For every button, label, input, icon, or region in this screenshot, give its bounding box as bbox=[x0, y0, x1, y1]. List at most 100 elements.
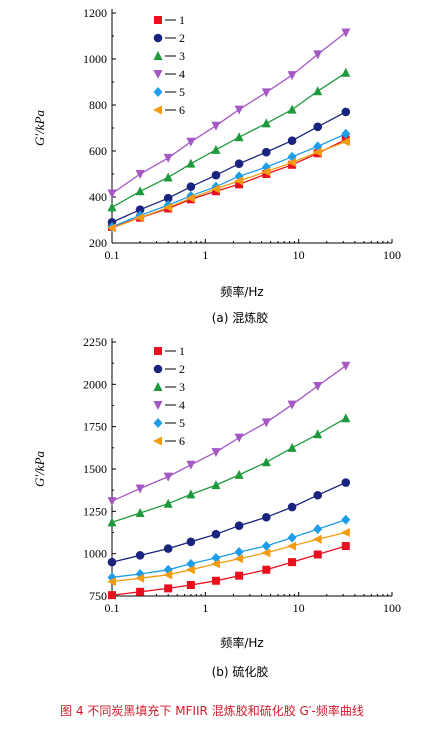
legend-label-6: 6 bbox=[179, 434, 185, 448]
x-tick-label: 0.1 bbox=[105, 601, 120, 615]
series-4-point bbox=[287, 400, 297, 410]
series-5-point bbox=[341, 514, 351, 525]
series-5-point bbox=[341, 128, 351, 139]
series-2-line bbox=[111, 111, 347, 223]
series-3-point bbox=[163, 498, 173, 508]
series-3-point bbox=[135, 508, 145, 518]
series-4-point bbox=[211, 448, 221, 458]
x-tick-label: 1 bbox=[202, 601, 208, 615]
x-axis-label: 频率/Hz bbox=[220, 635, 263, 650]
series-6-point bbox=[234, 554, 244, 564]
series-1-point bbox=[136, 587, 145, 596]
series-4-point bbox=[186, 460, 196, 470]
series-1-line bbox=[111, 138, 347, 228]
series-6-line bbox=[111, 531, 346, 583]
legend-label-2: 2 bbox=[179, 362, 185, 376]
chart-subtitle: (b) 硫化胶 bbox=[212, 664, 269, 679]
series-3-point bbox=[313, 429, 323, 439]
series-2-point bbox=[313, 490, 323, 500]
series-5-line bbox=[111, 133, 347, 228]
x-tick-label: 100 bbox=[383, 601, 401, 615]
y-tick-label: 200 bbox=[89, 236, 107, 250]
y-tick-label: 2250 bbox=[83, 335, 107, 349]
series-3-point bbox=[186, 158, 196, 168]
y-tick-label: 1000 bbox=[83, 52, 107, 66]
series-1-point bbox=[108, 591, 116, 600]
series-6-point bbox=[135, 573, 145, 583]
x-tick-label: 1 bbox=[202, 248, 208, 262]
series-3-point bbox=[135, 186, 145, 196]
legend-marker-1 bbox=[154, 347, 162, 355]
series-4-point bbox=[211, 121, 221, 131]
series-3-point bbox=[211, 144, 221, 154]
series-5-point bbox=[261, 541, 271, 552]
legend-label-5: 5 bbox=[179, 85, 185, 99]
series-1-point bbox=[313, 550, 322, 559]
legend-marker-2 bbox=[153, 364, 163, 374]
series-3-point bbox=[261, 457, 271, 467]
series-2-point bbox=[234, 159, 244, 168]
series-1-point bbox=[235, 571, 244, 580]
chart-b: 750 1000 1250 1500 1750 2000 2250 0.1 1 10 100 频率/H… bbox=[32, 335, 401, 679]
legend-marker-3 bbox=[153, 51, 163, 60]
series-2-point bbox=[163, 544, 173, 553]
y-tick-label: 2000 bbox=[83, 377, 107, 391]
series-3-point bbox=[341, 67, 351, 77]
series-2-point bbox=[135, 205, 145, 214]
series-2-point bbox=[107, 557, 117, 567]
chart-a: 200 400 600 800 1000 1200 0.1 1 10 100 频率/Hz G′/kPa… bbox=[32, 6, 401, 325]
series-6-point bbox=[234, 176, 244, 186]
series-2-point bbox=[135, 551, 145, 560]
series-4-point bbox=[163, 153, 173, 163]
legend-marker-2 bbox=[153, 33, 163, 43]
legend-marker-4 bbox=[153, 401, 163, 410]
series-2-point bbox=[287, 136, 297, 145]
series-5-point bbox=[287, 532, 297, 543]
legend-label-2: 2 bbox=[179, 31, 185, 45]
series-1-line bbox=[111, 545, 346, 596]
series-3-point bbox=[234, 469, 244, 479]
series-4-point bbox=[261, 88, 271, 98]
legend-marker-5 bbox=[153, 418, 163, 428]
series-2-point bbox=[211, 529, 221, 539]
series-4-point bbox=[107, 497, 117, 507]
figure-caption: 图 4 不同炭黑填充下 MFIIR 混炼胶和硫化胶 G′-频率曲线 bbox=[60, 703, 364, 718]
series-5-point bbox=[234, 546, 244, 557]
series-4-line bbox=[111, 31, 347, 195]
y-tick-label: 800 bbox=[89, 98, 107, 112]
series-2-point bbox=[341, 478, 351, 487]
y-tick-label: 1250 bbox=[83, 504, 107, 518]
series-1-point bbox=[211, 576, 220, 585]
series-3-point bbox=[163, 172, 173, 182]
series-2-point bbox=[186, 182, 196, 191]
x-axis-label: 频率/Hz bbox=[220, 284, 263, 299]
series-2-point bbox=[313, 122, 323, 132]
series-4-point bbox=[186, 137, 196, 147]
series-6-point bbox=[163, 570, 173, 580]
series-4-point bbox=[234, 433, 244, 443]
series-4-point bbox=[107, 189, 117, 199]
legend-label-1: 1 bbox=[179, 13, 185, 27]
series-3-line bbox=[111, 72, 347, 208]
series-4-point bbox=[135, 484, 145, 494]
legend-label-5: 5 bbox=[179, 416, 185, 430]
series-3-point bbox=[287, 442, 297, 452]
series-3-point bbox=[287, 104, 297, 114]
series-1-point bbox=[288, 558, 297, 567]
y-tick-label: 1750 bbox=[83, 420, 107, 434]
series-4-point bbox=[287, 71, 297, 81]
x-tick-label: 10 bbox=[293, 248, 305, 262]
series-3-line bbox=[111, 417, 347, 523]
series-3-point bbox=[107, 202, 117, 212]
series-3-point bbox=[211, 480, 221, 490]
y-axis-label: G′/kPa bbox=[32, 109, 47, 146]
y-tick-label: 1200 bbox=[83, 6, 107, 20]
x-tick-label: 0.1 bbox=[105, 248, 120, 262]
series-2-point bbox=[261, 512, 271, 522]
series-6-point bbox=[210, 184, 220, 194]
series-1-point bbox=[341, 542, 350, 551]
series-3-point bbox=[261, 118, 271, 128]
y-axis-label: G′/kPa bbox=[32, 450, 47, 487]
series-4-point bbox=[313, 50, 323, 60]
